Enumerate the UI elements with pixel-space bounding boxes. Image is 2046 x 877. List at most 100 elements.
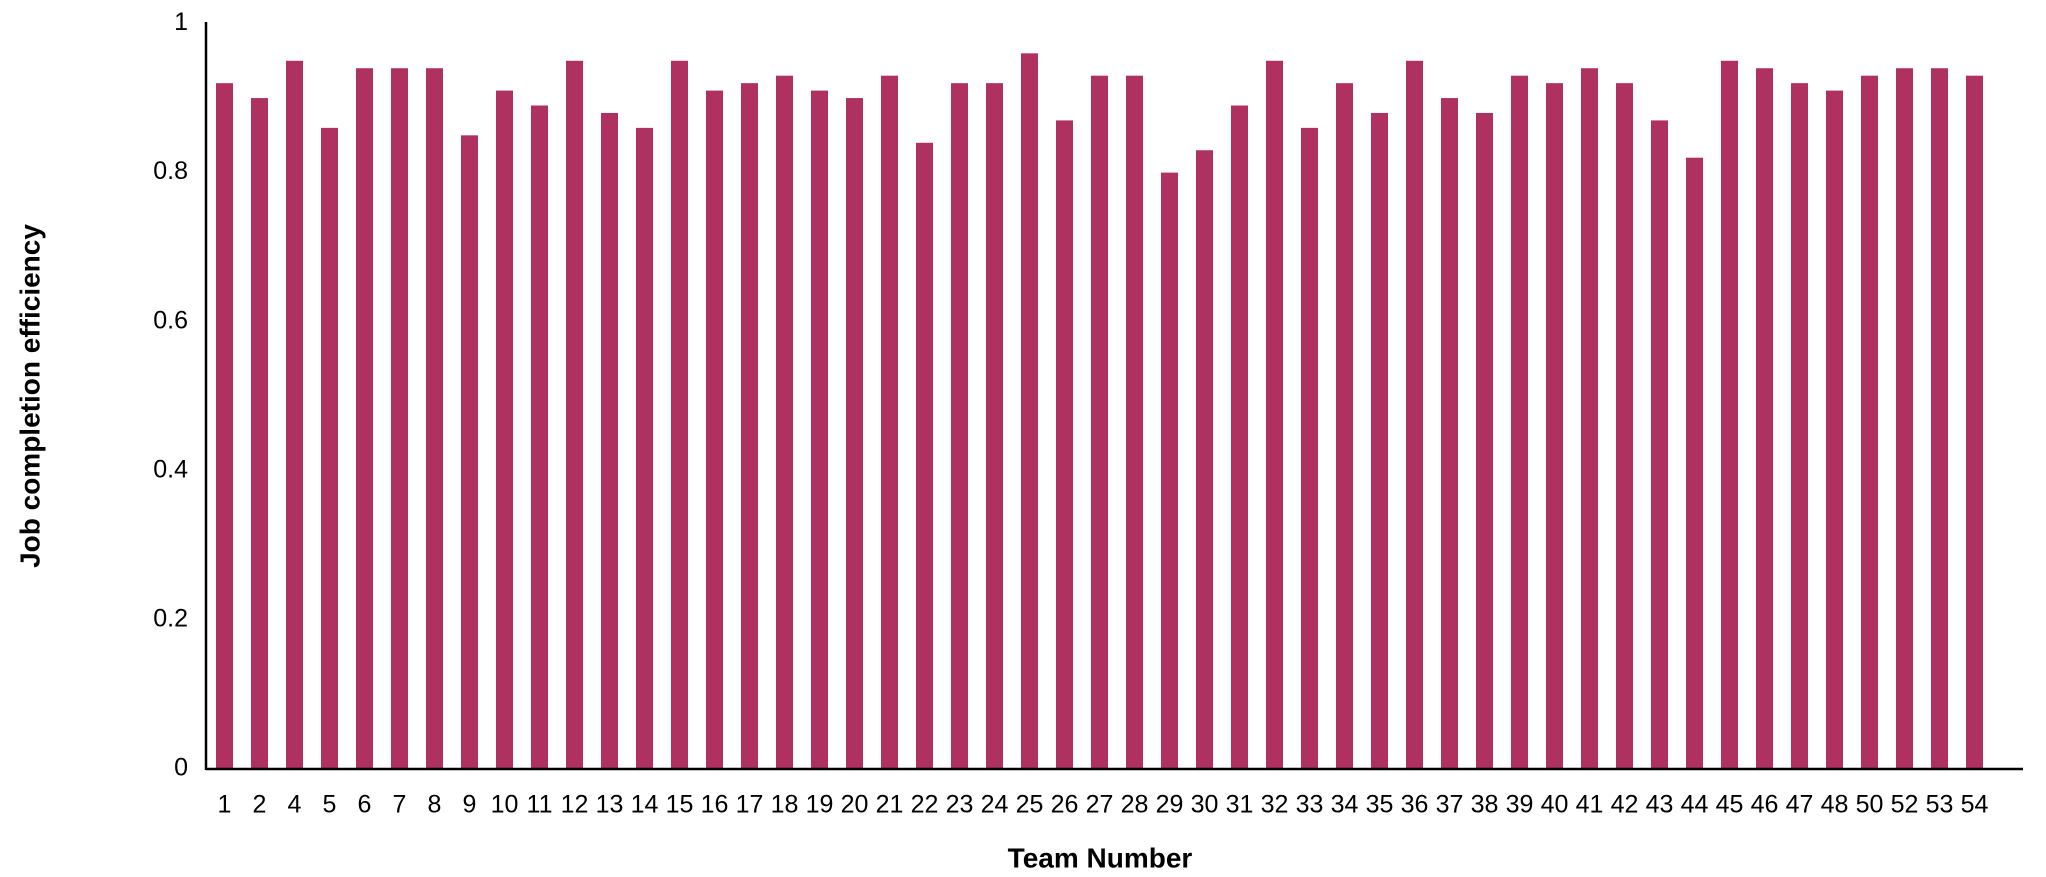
- x-tick-label: 52: [1891, 791, 1919, 819]
- x-tick-label: 28: [1121, 791, 1149, 819]
- x-tick-label: 39: [1506, 791, 1534, 819]
- x-tick-label: 4: [288, 791, 302, 819]
- x-tick-label: 40: [1541, 791, 1569, 819]
- bar: [706, 90, 723, 770]
- x-tick-label: 46: [1751, 791, 1779, 819]
- bar: [1686, 157, 1703, 769]
- bar: [286, 60, 303, 769]
- bar: [1231, 105, 1248, 769]
- x-tick-label: 30: [1191, 791, 1219, 819]
- x-tick-label: 11: [527, 791, 553, 819]
- x-tick-label: 38: [1471, 791, 1499, 819]
- x-tick-label: 17: [736, 791, 764, 819]
- x-tick-label: 7: [393, 791, 407, 819]
- bar: [1371, 112, 1388, 769]
- bar: [391, 68, 408, 770]
- x-tick-label: 24: [981, 791, 1009, 819]
- x-tick-label: 32: [1261, 791, 1289, 819]
- x-tick-label: 41: [1576, 791, 1604, 819]
- x-tick-label: 35: [1366, 791, 1394, 819]
- bar: [566, 60, 583, 769]
- bar: [1126, 75, 1143, 769]
- bar: [1441, 98, 1458, 770]
- x-tick-label: 36: [1401, 791, 1429, 819]
- bar: [1091, 75, 1108, 769]
- x-tick-label: 31: [1226, 791, 1254, 819]
- x-tick-label: 19: [806, 791, 834, 819]
- bar: [1931, 68, 1948, 770]
- bar: [496, 90, 513, 770]
- x-tick-label: 9: [463, 791, 477, 819]
- x-tick-label: 18: [771, 791, 799, 819]
- y-tick-label: 0: [174, 754, 188, 782]
- y-tick-label: 1: [174, 8, 188, 36]
- bar: [1301, 127, 1318, 770]
- bar: [1266, 60, 1283, 769]
- x-tick-label: 14: [631, 791, 659, 819]
- x-tick-label: 48: [1821, 791, 1849, 819]
- bar: [1021, 53, 1038, 769]
- bar: [1581, 68, 1598, 770]
- bar: [321, 127, 338, 770]
- bar: [846, 98, 863, 770]
- bar: [1161, 172, 1178, 770]
- bar: [741, 83, 758, 769]
- x-tick-label: 15: [666, 791, 694, 819]
- x-tick-label: 13: [596, 791, 624, 819]
- bar: [986, 83, 1003, 769]
- x-tick-label: 37: [1436, 791, 1464, 819]
- bar: [461, 135, 478, 769]
- x-tick-label: 43: [1646, 791, 1674, 819]
- bar: [811, 90, 828, 770]
- bar: [916, 142, 933, 769]
- bar: [1756, 68, 1773, 770]
- x-tick-label: 23: [946, 791, 974, 819]
- bar: [1546, 83, 1563, 769]
- x-tick-label: 10: [491, 791, 519, 819]
- x-tick-label: 54: [1961, 791, 1989, 819]
- bar: [951, 83, 968, 769]
- bar: [601, 112, 618, 769]
- bar: [1056, 120, 1073, 770]
- x-tick-label: 33: [1296, 791, 1324, 819]
- x-tick-label: 26: [1051, 791, 1079, 819]
- bar: [1966, 75, 1983, 769]
- bar: [1476, 112, 1493, 769]
- bar: [1336, 83, 1353, 769]
- y-axis-label: Job completion efficiency: [14, 224, 45, 568]
- bar: [1196, 150, 1213, 770]
- bar: [1616, 83, 1633, 769]
- bar: [1651, 120, 1668, 770]
- bar: [1511, 75, 1528, 769]
- x-tick-label: 2: [253, 791, 267, 819]
- bar: [1791, 83, 1808, 769]
- x-tick-label: 50: [1856, 791, 1884, 819]
- x-tick-label: 12: [561, 791, 589, 819]
- x-tick-label: 8: [428, 791, 442, 819]
- x-tick-label: 5: [323, 791, 337, 819]
- x-tick-label: 53: [1926, 791, 1954, 819]
- x-axis-label: Team Number: [1008, 842, 1193, 873]
- x-tick-label: 1: [218, 791, 232, 819]
- bar: [356, 68, 373, 770]
- x-tick-label: 29: [1156, 791, 1184, 819]
- x-tick-label: 22: [911, 791, 939, 819]
- bar: [1721, 60, 1738, 769]
- bar: [531, 105, 548, 769]
- x-tick-label: 21: [876, 791, 904, 819]
- y-tick-label: 0.2: [153, 605, 188, 633]
- x-tick-label: 20: [841, 791, 869, 819]
- x-tick-label: 6: [358, 791, 372, 819]
- bar: [636, 127, 653, 770]
- x-tick-label: 27: [1086, 791, 1114, 819]
- bar: [1896, 68, 1913, 770]
- bar: [1826, 90, 1843, 770]
- bar: [1406, 60, 1423, 769]
- bar: [776, 75, 793, 769]
- x-tick-label: 34: [1331, 791, 1359, 819]
- y-tick-label: 0.8: [153, 157, 188, 185]
- bar: [1861, 75, 1878, 769]
- y-tick-label: 0.6: [153, 306, 188, 334]
- x-tick-label: 47: [1786, 791, 1814, 819]
